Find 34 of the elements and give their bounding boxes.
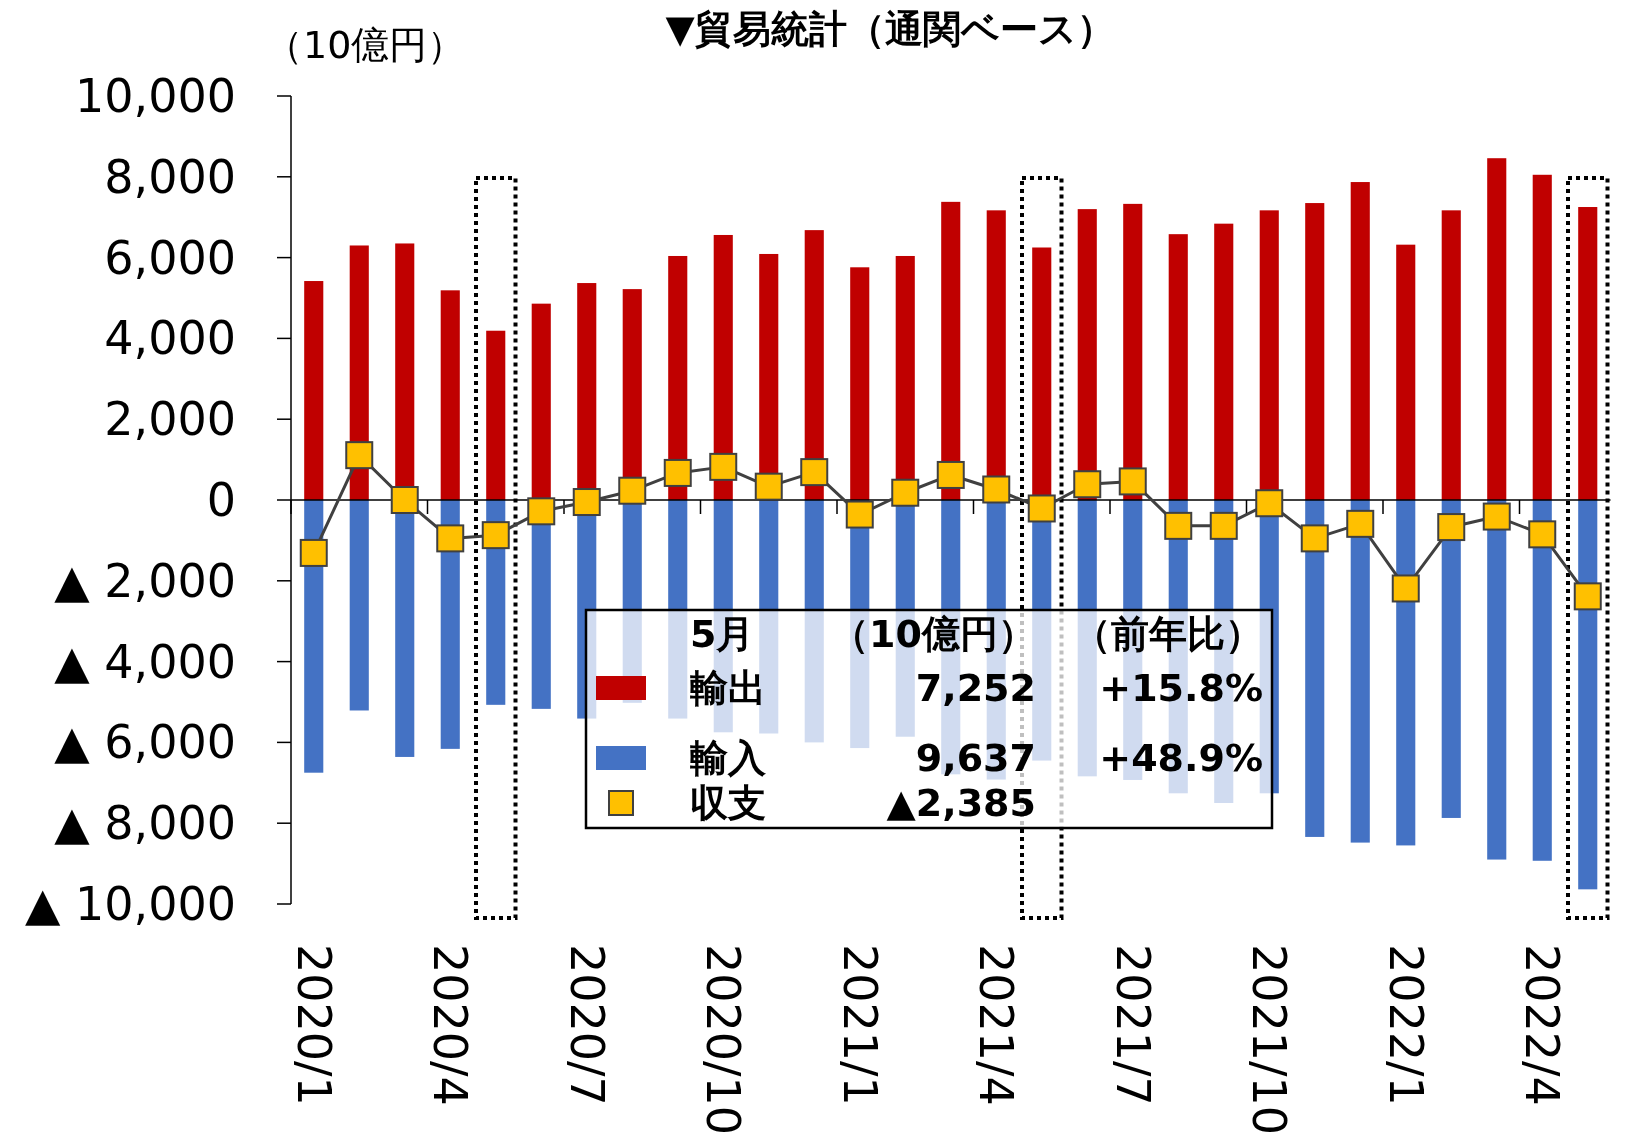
- x-tick-label: 2021/10: [1242, 944, 1297, 1136]
- annotation: 9,637: [915, 736, 1036, 780]
- legend-label: 輸入: [690, 736, 767, 780]
- x-tick-label: 2022/4: [1515, 944, 1570, 1106]
- y-tick-label: ▲ 6,000: [54, 715, 236, 770]
- annotation: +48.9%: [1099, 736, 1263, 780]
- x-tick-label: 2020/1: [286, 944, 341, 1106]
- y-tick-label: ▲ 8,000: [54, 796, 236, 851]
- y-tick-label: 4,000: [104, 311, 236, 366]
- y-tick-label: 0: [206, 473, 236, 527]
- x-tick-label: 2020/4: [423, 944, 478, 1106]
- legend-label: 収支: [690, 781, 766, 825]
- y-tick-label: 8,000: [104, 149, 236, 204]
- y-tick-label: ▲ 4,000: [54, 634, 236, 689]
- y-tick-label: 6,000: [104, 230, 236, 285]
- y-axis-title: （10億円）: [265, 23, 466, 67]
- annotation: ▲2,385: [886, 781, 1036, 825]
- annotation: +15.8%: [1099, 666, 1263, 710]
- annotation: 7,252: [915, 666, 1036, 710]
- y-tick-label: 10,000: [75, 69, 236, 123]
- y-tick-label: ▲ 10,000: [25, 877, 236, 931]
- legend-label: 輸出: [690, 666, 766, 710]
- x-tick-label: 2021/7: [1105, 944, 1160, 1106]
- x-tick-label: 2021/4: [969, 944, 1024, 1106]
- annotation: （10億円）: [831, 612, 1036, 656]
- y-tick-label: ▲ 2,000: [54, 553, 236, 608]
- x-tick-label: 2021/1: [832, 944, 887, 1106]
- x-tick-label: 2020/7: [559, 944, 614, 1106]
- x-tick-label: 2022/1: [1378, 944, 1433, 1106]
- annotation: 5月: [690, 612, 755, 656]
- x-tick-label: 2020/10: [696, 944, 751, 1136]
- y-tick-label: 2,000: [104, 392, 236, 447]
- annotation: （前年比）: [1073, 612, 1263, 656]
- chart-title: ▼貿易統計（通関ベース）: [665, 7, 1115, 51]
